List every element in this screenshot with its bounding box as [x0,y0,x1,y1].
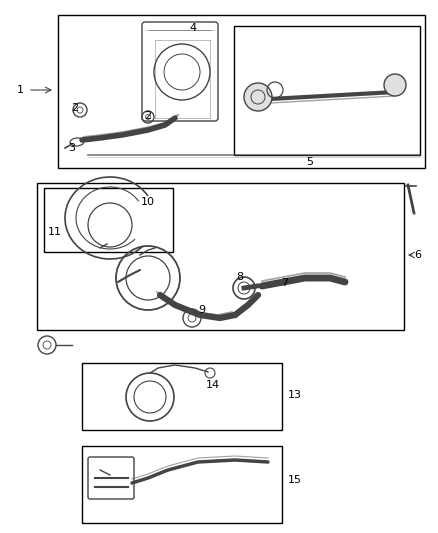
Text: 1: 1 [17,85,24,95]
Bar [58,15,425,168]
Text: 8: 8 [237,272,244,282]
Text: 13: 13 [288,390,302,400]
Text: 2: 2 [145,111,152,121]
Text: 2: 2 [71,103,78,113]
Bar [37,183,404,330]
Text: 15: 15 [288,475,302,485]
Bar [82,446,282,523]
Text: 7: 7 [282,278,289,288]
Text: 6: 6 [414,250,421,260]
Circle shape [384,74,406,96]
Text: 14: 14 [206,380,220,390]
Text: 3: 3 [68,143,75,153]
Text: 4: 4 [190,23,197,33]
Text: 5: 5 [307,157,314,167]
Bar [44,188,173,252]
Circle shape [244,83,272,111]
Text: 11: 11 [48,227,62,237]
Bar [82,363,282,430]
Text: 9: 9 [198,305,205,315]
Text: 10: 10 [141,197,155,207]
Bar [234,26,420,155]
